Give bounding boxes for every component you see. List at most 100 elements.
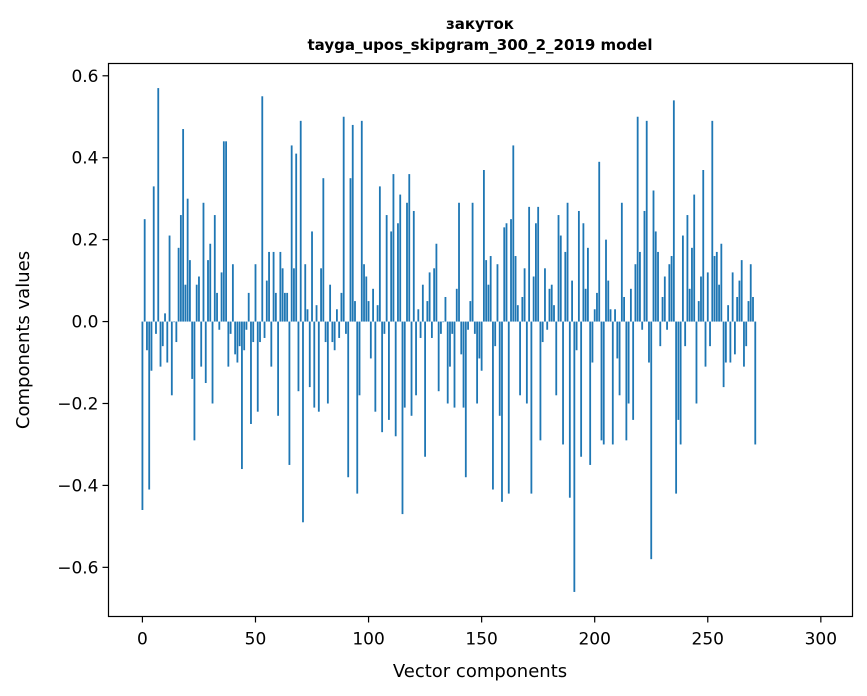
- bar: [625, 321, 628, 441]
- bar: [209, 243, 212, 322]
- bar: [245, 321, 248, 330]
- bar: [582, 223, 585, 322]
- bar: [345, 321, 347, 334]
- bar: [550, 284, 553, 322]
- bar: [487, 284, 490, 322]
- bar: [607, 280, 610, 322]
- bar: [227, 321, 230, 367]
- bar: [195, 284, 198, 322]
- bar: [731, 272, 734, 322]
- bar: [281, 268, 284, 322]
- bar: [501, 321, 503, 502]
- x-tick-label: 50: [245, 630, 267, 650]
- bar: [322, 178, 325, 322]
- bar: [539, 321, 542, 441]
- bar: [333, 321, 336, 351]
- bar: [256, 321, 259, 412]
- bar: [632, 321, 635, 420]
- bars-group: [141, 88, 757, 592]
- bar: [426, 301, 429, 322]
- bar: [238, 321, 241, 347]
- bar: [706, 272, 709, 322]
- bar: [577, 210, 580, 322]
- y-axis-ticks: −0.6 −0.4 −0.2 0.0 0.2 0.4 0.6: [57, 67, 109, 578]
- bar: [752, 296, 754, 322]
- bar: [492, 321, 494, 490]
- bar: [643, 210, 646, 322]
- bar: [568, 321, 571, 498]
- bar: [399, 194, 402, 322]
- bar: [220, 272, 223, 322]
- bar: [505, 223, 508, 322]
- y-axis-label: Components values: [13, 251, 34, 429]
- bar: [283, 292, 286, 322]
- bar: [596, 292, 598, 322]
- bar: [541, 321, 544, 343]
- bar: [537, 206, 540, 322]
- bar: [494, 321, 497, 347]
- bar: [532, 276, 535, 322]
- bar: [252, 321, 255, 343]
- bar: [349, 178, 352, 322]
- bar: [421, 284, 424, 322]
- bar: [342, 116, 345, 322]
- bar: [573, 321, 576, 592]
- bar: [555, 321, 558, 396]
- bar: [295, 153, 298, 322]
- bar: [519, 321, 521, 396]
- bar: [383, 321, 386, 334]
- bar: [320, 268, 322, 322]
- bar: [591, 321, 594, 363]
- bar: [263, 321, 266, 338]
- bar: [200, 321, 203, 367]
- bar: [663, 276, 666, 322]
- bar: [587, 247, 589, 322]
- bar: [290, 145, 293, 322]
- bar: [523, 268, 526, 322]
- bar: [476, 321, 479, 404]
- bar: [250, 321, 252, 424]
- bar: [270, 321, 273, 367]
- x-tick-label: 250: [692, 630, 724, 650]
- bar: [236, 321, 239, 363]
- bar: [738, 280, 741, 322]
- chart-subtitle: tayga_upos_skipgram_300_2_2019 model: [308, 36, 653, 54]
- bar: [419, 321, 422, 338]
- bar: [403, 321, 406, 408]
- bar: [406, 202, 408, 322]
- bar: [702, 170, 705, 322]
- bar: [374, 321, 377, 412]
- bar: [157, 88, 160, 322]
- bar: [204, 321, 207, 384]
- bar: [544, 268, 546, 322]
- bar: [460, 321, 463, 355]
- bar: [623, 296, 625, 322]
- bar: [636, 116, 639, 322]
- bar: [268, 251, 270, 322]
- bar: [146, 321, 148, 351]
- bar: [666, 321, 668, 330]
- bar: [329, 284, 332, 322]
- bar: [670, 256, 673, 322]
- y-tick-label: 0.2: [71, 231, 98, 251]
- bar: [390, 231, 393, 322]
- bar: [709, 321, 711, 347]
- bar: [202, 202, 205, 322]
- bar: [530, 321, 533, 494]
- bar: [700, 276, 702, 322]
- bar: [611, 321, 614, 445]
- bar: [562, 321, 564, 445]
- bar: [566, 202, 569, 322]
- bar: [620, 202, 623, 322]
- bar: [182, 129, 185, 322]
- bar: [397, 223, 399, 322]
- bar: [557, 215, 560, 322]
- bar: [473, 321, 476, 334]
- bar: [489, 256, 492, 322]
- bar: [650, 321, 653, 560]
- bar: [424, 321, 426, 457]
- bar: [306, 309, 309, 322]
- bar: [315, 305, 318, 322]
- bar: [148, 321, 151, 490]
